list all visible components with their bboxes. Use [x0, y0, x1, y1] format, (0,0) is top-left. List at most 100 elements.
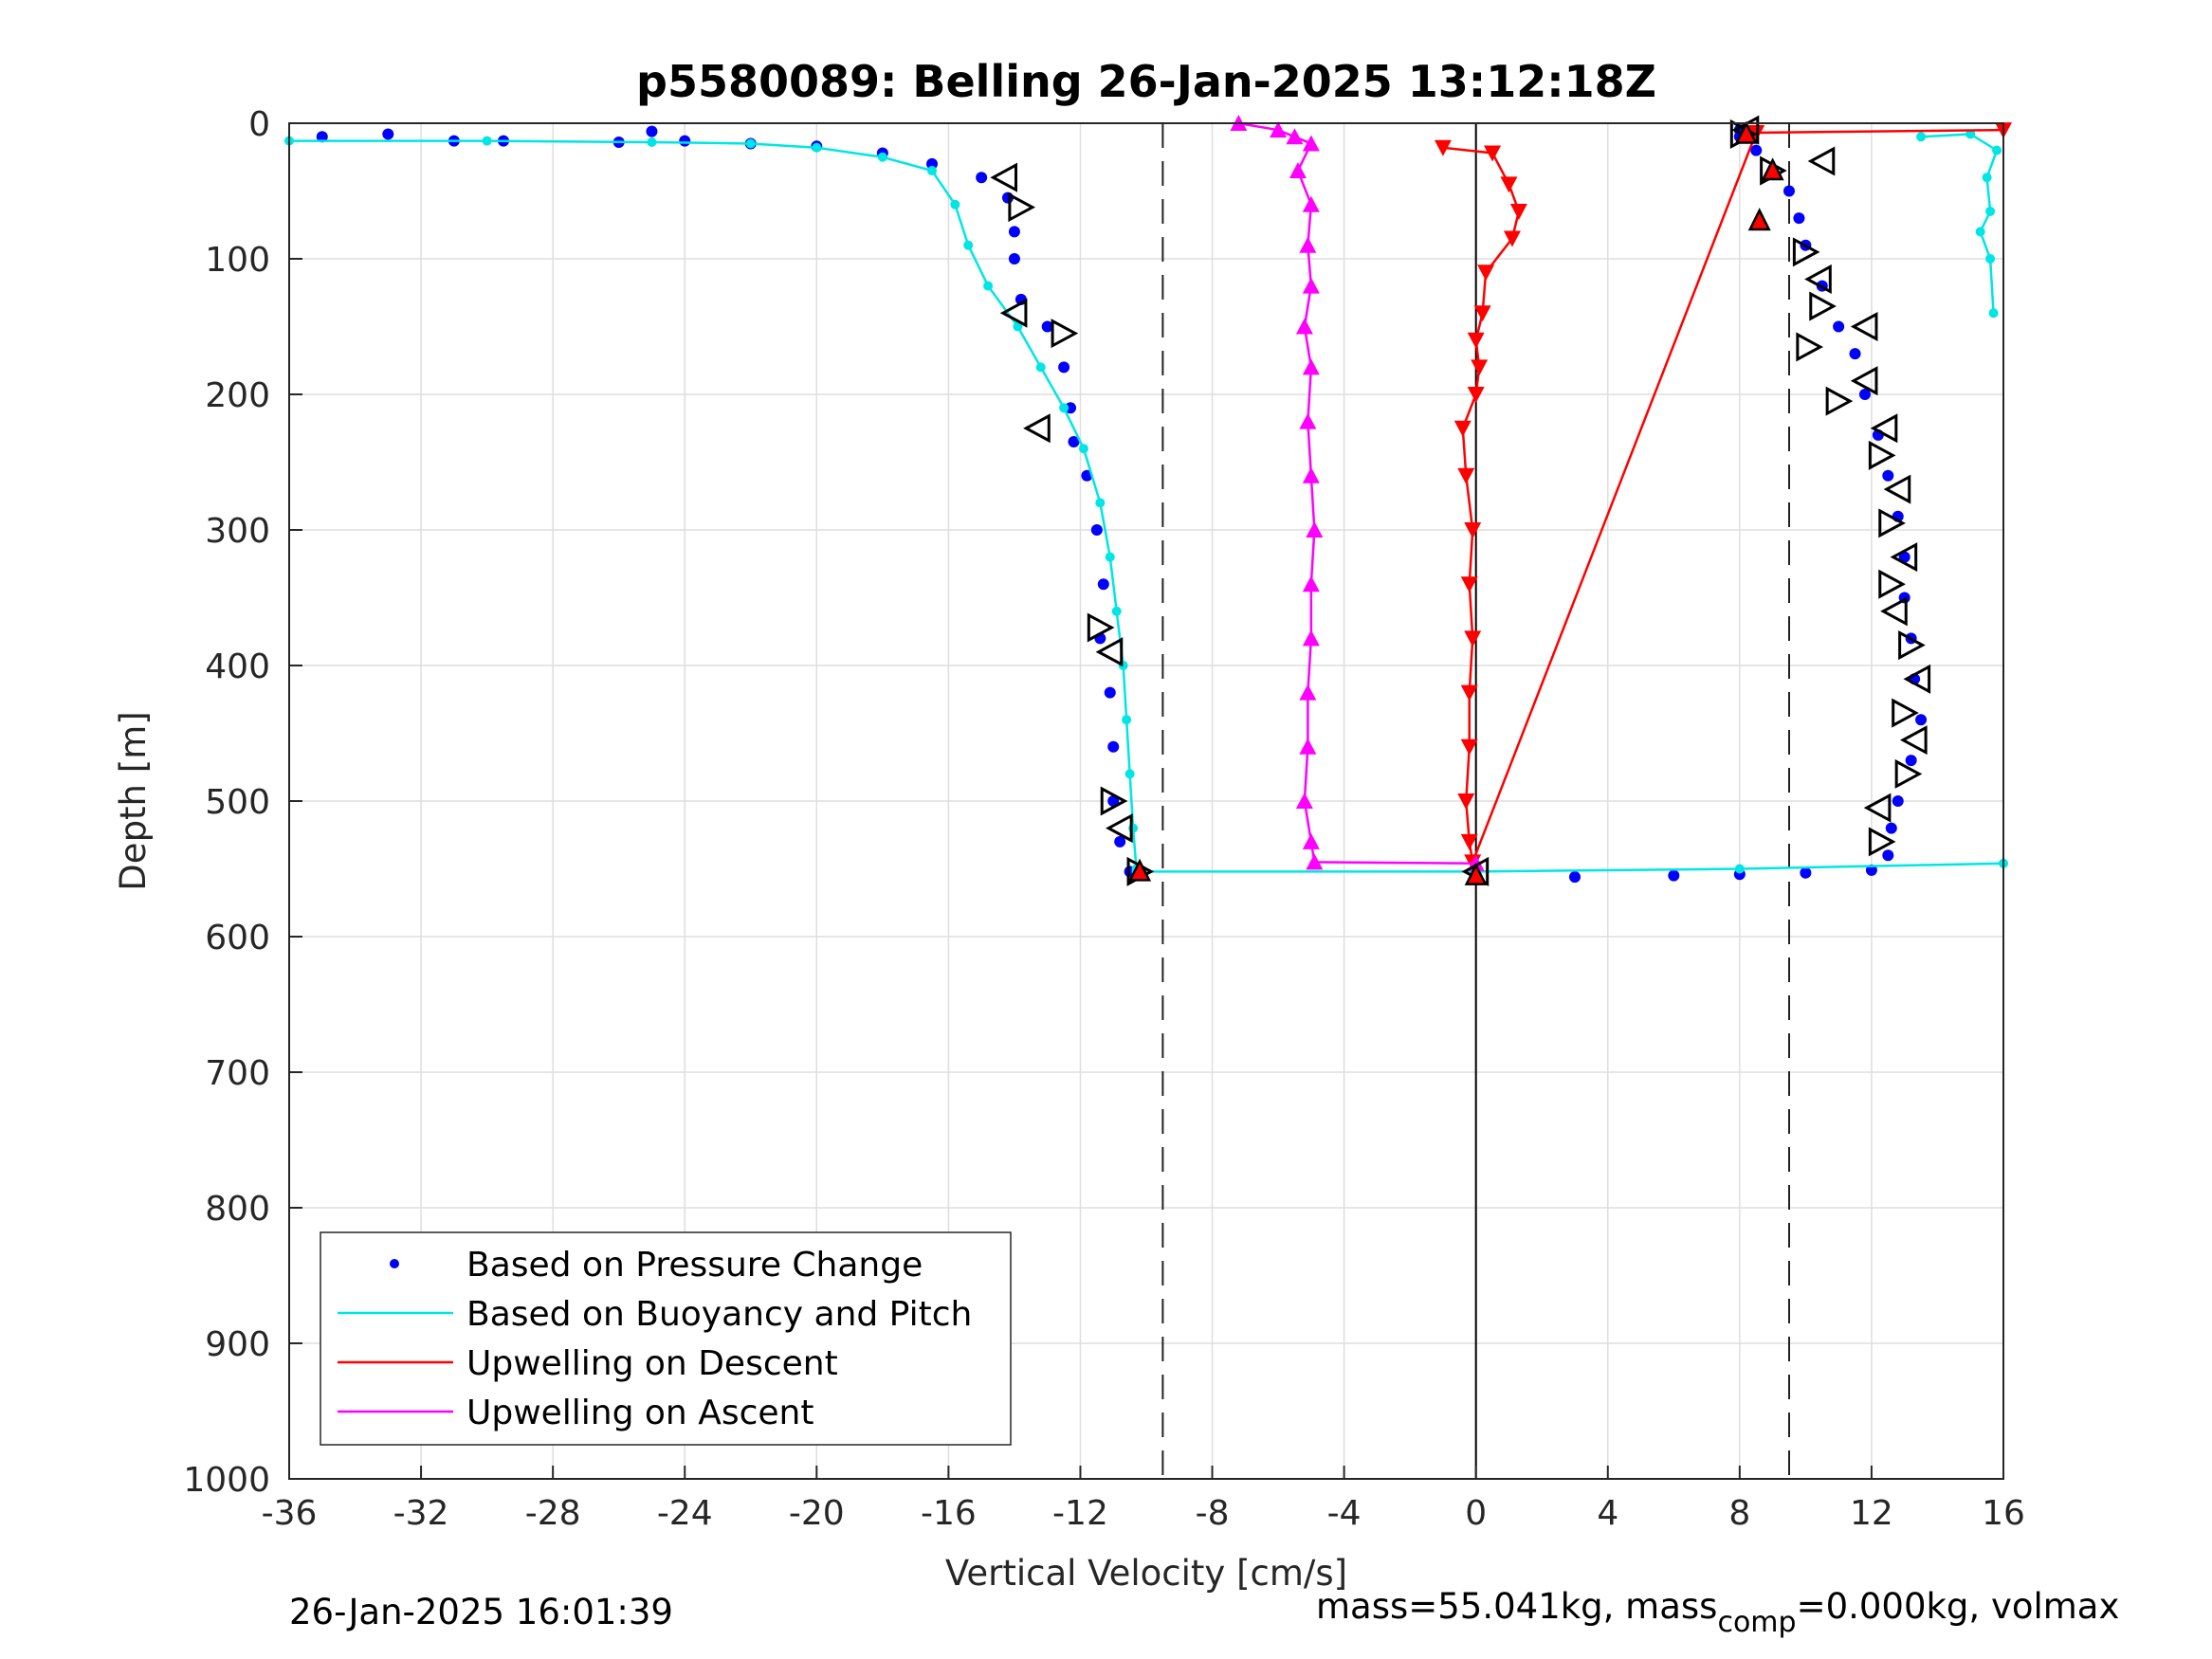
- red-triangle-marker: [1128, 858, 1152, 882]
- footer-mass-text: mass=55.041kg, mass: [1316, 1586, 1717, 1627]
- y-tick-label: 1000: [183, 1461, 270, 1500]
- y-tick-label: 700: [205, 1054, 270, 1093]
- series-point: [1286, 128, 1304, 145]
- series-point: [316, 131, 328, 143]
- descent-triangle-marker: [1023, 413, 1051, 444]
- series-point: [1858, 389, 1871, 400]
- marker-layer: [990, 115, 1931, 886]
- series-point: [1041, 320, 1053, 333]
- series-point: [1008, 226, 1020, 238]
- red-triangle-marker: [1464, 862, 1488, 885]
- series-point: [1467, 387, 1485, 403]
- series-point: [1008, 253, 1020, 264]
- descent-triangle-marker: [1008, 192, 1036, 223]
- series-point: [1078, 444, 1088, 454]
- series-point: [1306, 853, 1324, 870]
- descent-triangle-marker: [1051, 319, 1079, 349]
- chart-title: p5580089: Belling 26-Jan-2025 13:12:18Z: [636, 56, 1656, 107]
- series-point: [1124, 769, 1135, 779]
- series-point: [1800, 866, 1812, 879]
- series-point: [1471, 359, 1489, 376]
- red-triangle-marker: [1747, 208, 1771, 231]
- series-point: [1882, 469, 1894, 482]
- series-point: [1464, 522, 1482, 538]
- series-line: [1921, 133, 1999, 314]
- series-point: [1453, 420, 1472, 437]
- x-axis-label: Vertical Velocity [cm/s]: [945, 1553, 1347, 1594]
- series-point: [1302, 195, 1320, 212]
- series-point: [1457, 793, 1475, 810]
- legend-label: Based on Buoyancy and Pitch: [466, 1295, 972, 1334]
- series-point: [1090, 524, 1103, 536]
- series-point: [1059, 403, 1069, 413]
- series-point: [1882, 849, 1894, 862]
- series-point: [1105, 552, 1115, 562]
- x-tick-label: -4: [1327, 1494, 1362, 1533]
- series-point: [1013, 321, 1023, 332]
- x-tick-label: 16: [1982, 1494, 2025, 1533]
- legend-swatch-dot: [390, 1259, 399, 1268]
- x-tick-label: -20: [789, 1494, 845, 1533]
- series-point: [1985, 206, 1996, 216]
- series-point: [1905, 755, 1917, 767]
- y-tick-label: 500: [205, 783, 270, 822]
- series-point: [1001, 191, 1014, 204]
- x-axis-ticks: -36 -32 -28 -24 -20 -16 -12 -8 -4 0 4 8 12 16: [262, 1466, 2025, 1533]
- y-tick-label: 900: [205, 1325, 270, 1364]
- x-tick-label: -24: [657, 1494, 713, 1533]
- series-point: [1302, 277, 1320, 294]
- series-point: [1434, 139, 1452, 156]
- series-point: [1892, 795, 1904, 807]
- series-line: [1442, 128, 2004, 867]
- series-point: [927, 166, 937, 176]
- legend-item: Based on Buoyancy and Pitch: [338, 1295, 972, 1334]
- y-axis-ticks: 0 100 200 300 400 500 600 700 800 900 1000: [183, 105, 302, 1500]
- ascent-triangle-marker: [1883, 474, 1911, 504]
- footer-mass-subscript: comp: [1717, 1606, 1796, 1639]
- series-point: [1302, 135, 1320, 152]
- x-tick-label: -28: [525, 1494, 581, 1533]
- x-tick-label: 4: [1597, 1494, 1618, 1533]
- series-point: [877, 152, 887, 162]
- descent-triangle-marker: [1095, 637, 1124, 667]
- series-line: [289, 139, 1138, 869]
- series-point: [1500, 176, 1518, 193]
- ascent-triangle-marker: [1890, 542, 1918, 573]
- x-tick-label: -32: [393, 1494, 449, 1533]
- ascent-triangle-marker: [1894, 758, 1923, 789]
- x-tick-label: -16: [921, 1494, 977, 1533]
- legend-item: Upwelling on Descent: [338, 1344, 838, 1383]
- ascent-triangle-marker: [1880, 596, 1908, 627]
- series-point: [1885, 822, 1897, 834]
- series-point: [1833, 320, 1845, 333]
- series-point: [679, 135, 691, 147]
- ascent-triangle-marker: [1870, 413, 1898, 444]
- ascent-triangle-marker: [1903, 664, 1931, 694]
- ascent-triangle-marker: [1878, 569, 1906, 599]
- series-point: [983, 281, 994, 291]
- series-point: [1295, 318, 1313, 335]
- series-point: [1302, 832, 1320, 849]
- descent-triangle-marker: [1106, 813, 1133, 844]
- series-point: [1460, 576, 1478, 593]
- series-point: [1793, 212, 1805, 225]
- ascent-triangle-marker: [1804, 264, 1832, 294]
- footer-mass-info: mass=55.041kg, masscomp=0.000kg, volmax: [1316, 1586, 2119, 1639]
- series-point: [1122, 715, 1132, 725]
- series-point: [1107, 795, 1120, 807]
- series-point: [745, 138, 756, 149]
- y-tick-label: 800: [205, 1190, 270, 1229]
- series-point: [1988, 308, 1999, 319]
- series-point: [1289, 162, 1307, 179]
- ascent-triangle-marker: [1892, 698, 1919, 728]
- x-tick-label: -12: [1052, 1494, 1108, 1533]
- series-point: [1097, 578, 1109, 591]
- series-point: [1509, 203, 1527, 220]
- series-point: [646, 125, 658, 137]
- series-point: [1915, 714, 1928, 726]
- series-point: [1095, 498, 1106, 508]
- series-point: [950, 199, 960, 210]
- legend-label: Based on Pressure Change: [466, 1246, 923, 1285]
- ascent-triangle-marker: [1850, 366, 1878, 396]
